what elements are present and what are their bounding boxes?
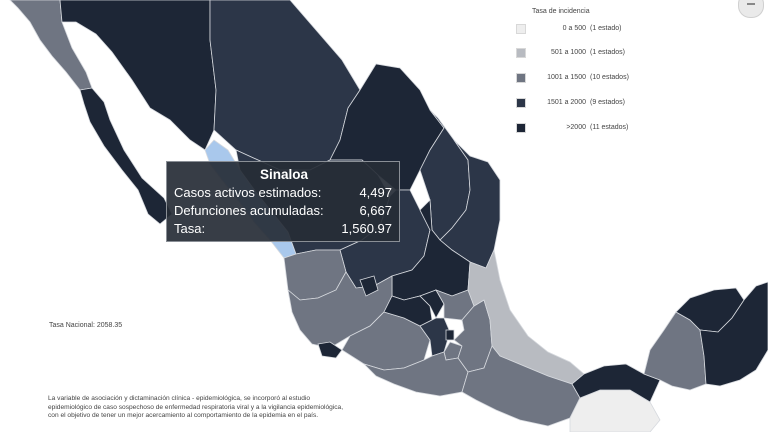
tooltip-value: 1,560.97 bbox=[341, 221, 392, 236]
footnote-line: epidemiológico de caso sospechoso de enf… bbox=[48, 403, 344, 411]
legend-swatch bbox=[516, 48, 526, 58]
tooltip-row: Defunciones acumuladas: 6,667 bbox=[174, 203, 392, 221]
state-aguascalientes[interactable] bbox=[359, 275, 379, 297]
legend-range: 501 a 1000 bbox=[550, 49, 586, 56]
legend-item: 0 a 500 (1 estado) bbox=[516, 24, 666, 36]
legend-count: (9 estados) bbox=[590, 99, 626, 106]
legend-count: (11 estados) bbox=[590, 124, 629, 131]
legend-swatch bbox=[516, 98, 526, 108]
legend-range: 1001 a 1500 bbox=[547, 74, 586, 81]
tooltip-value: 6,667 bbox=[359, 203, 392, 218]
legend-range: >2000 bbox=[566, 124, 586, 131]
tooltip-label: Tasa: bbox=[174, 221, 206, 236]
tooltip-row: Casos activos estimados: 4,497 bbox=[174, 185, 392, 203]
minus-icon bbox=[747, 3, 755, 5]
legend-item: 1001 a 1500 (10 estados) bbox=[516, 73, 666, 85]
footnote-line: con el objetivo de tener un mejor acerca… bbox=[48, 412, 319, 420]
legend-item: >2000 (11 estados) bbox=[516, 123, 666, 135]
legend-swatch bbox=[516, 73, 526, 83]
legend-count: (1 estado) bbox=[590, 25, 622, 32]
state-cdmx[interactable] bbox=[445, 329, 455, 341]
legend-item: 501 a 1000 (1 estados) bbox=[516, 48, 666, 60]
tooltip-value: 4,497 bbox=[359, 185, 392, 200]
footnote: La variable de asociación y dictaminació… bbox=[48, 395, 428, 421]
legend-range: 0 a 500 bbox=[562, 25, 586, 32]
state-colima[interactable] bbox=[317, 341, 343, 359]
tooltip-label: Defunciones acumuladas: bbox=[174, 203, 324, 218]
legend-title: Tasa de incidencia bbox=[532, 8, 590, 15]
state-quintana-roo[interactable] bbox=[699, 281, 768, 387]
legend-count: (1 estados) bbox=[590, 49, 626, 56]
state-guerrero[interactable] bbox=[363, 351, 469, 397]
legend-item: 1501 a 2000 (9 estados) bbox=[516, 98, 666, 110]
tooltip-title: Sinaloa bbox=[259, 167, 308, 182]
tooltip-row: Tasa: 1,560.97 bbox=[174, 221, 392, 239]
menu-button[interactable] bbox=[738, 0, 764, 18]
legend-count: (10 estados) bbox=[590, 74, 629, 81]
national-rate: Tasa Nacional: 2058.35 bbox=[49, 322, 123, 329]
legend-range: 1501 a 2000 bbox=[547, 99, 586, 106]
footnote-line: La variable de asociación y dictaminació… bbox=[48, 395, 311, 402]
legend-swatch bbox=[516, 24, 526, 34]
tooltip-label: Casos activos estimados: bbox=[174, 185, 322, 200]
state-tabasco[interactable] bbox=[571, 363, 661, 403]
legend-swatch bbox=[516, 123, 526, 133]
state-queretaro[interactable] bbox=[419, 289, 445, 319]
state-tooltip: Sinaloa Casos activos estimados: 4,497 D… bbox=[166, 161, 400, 242]
